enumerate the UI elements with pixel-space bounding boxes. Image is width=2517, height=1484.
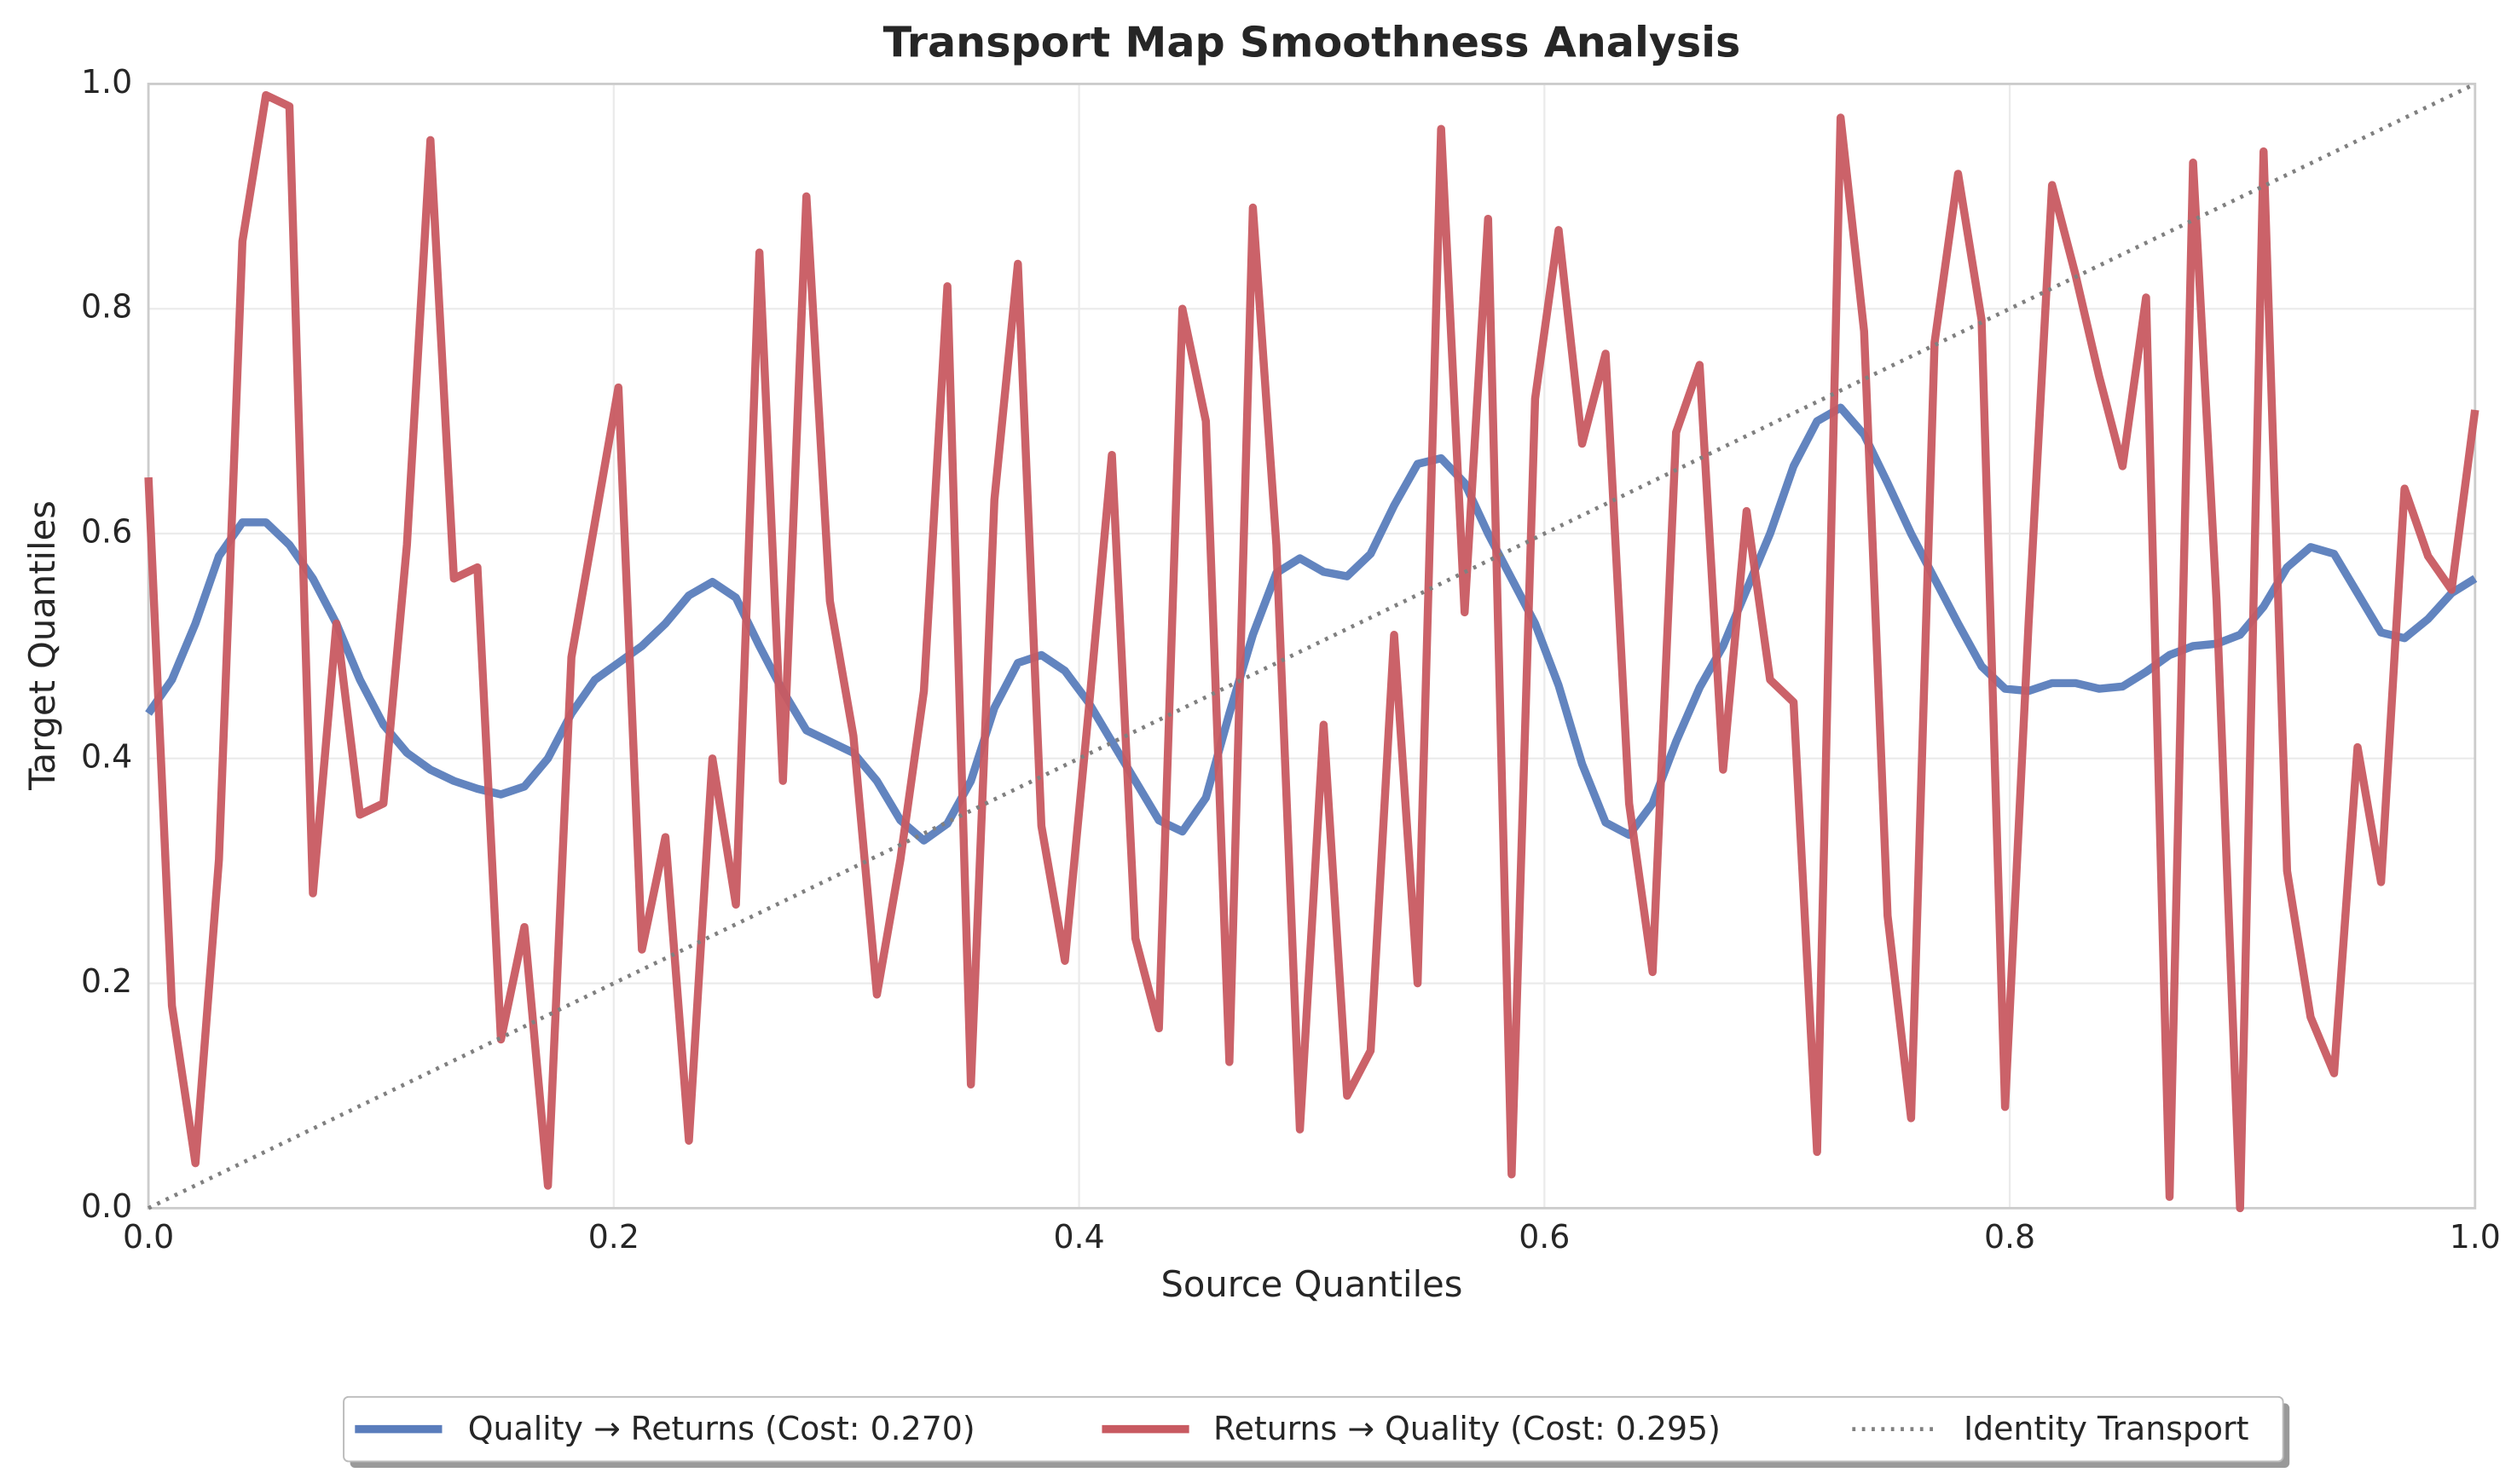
x-tick-label: 0.6 (1519, 1218, 1570, 1256)
y-tick-label: 0.6 (81, 513, 132, 551)
line-series (148, 82, 2476, 1210)
x-tick-label: 0.0 (123, 1218, 174, 1256)
plot-frame (147, 83, 2477, 1210)
legend-label: Identity Transport (1964, 1410, 2249, 1447)
x-axis-label: Source Quantiles (1160, 1263, 1462, 1305)
legend: Quality → Returns (Cost: 0.270) Returns →… (343, 1395, 2290, 1469)
legend-box (343, 1395, 2284, 1463)
y-tick-label: 0.4 (81, 737, 132, 775)
x-tick-label: 0.4 (1053, 1218, 1104, 1256)
x-tick-label: 0.8 (1984, 1218, 2035, 1256)
chart-title: Transport Map Smoothness Analysis (883, 18, 1741, 67)
y-tick-label: 0.0 (81, 1187, 132, 1225)
line-series (145, 403, 2478, 845)
legend-label: Quality → Returns (Cost: 0.270) (468, 1410, 975, 1447)
x-tick-label: 1.0 (2450, 1218, 2501, 1256)
y-axis-label: Target Quantiles (21, 500, 63, 791)
legend-label: Returns → Quality (Cost: 0.295) (1213, 1410, 1721, 1447)
y-tick-label: 0.8 (81, 288, 132, 326)
x-tick-label: 0.2 (588, 1218, 639, 1256)
y-tick-label: 0.2 (81, 962, 132, 1000)
line-series (144, 90, 2479, 1213)
y-tick-label: 1.0 (81, 63, 132, 101)
